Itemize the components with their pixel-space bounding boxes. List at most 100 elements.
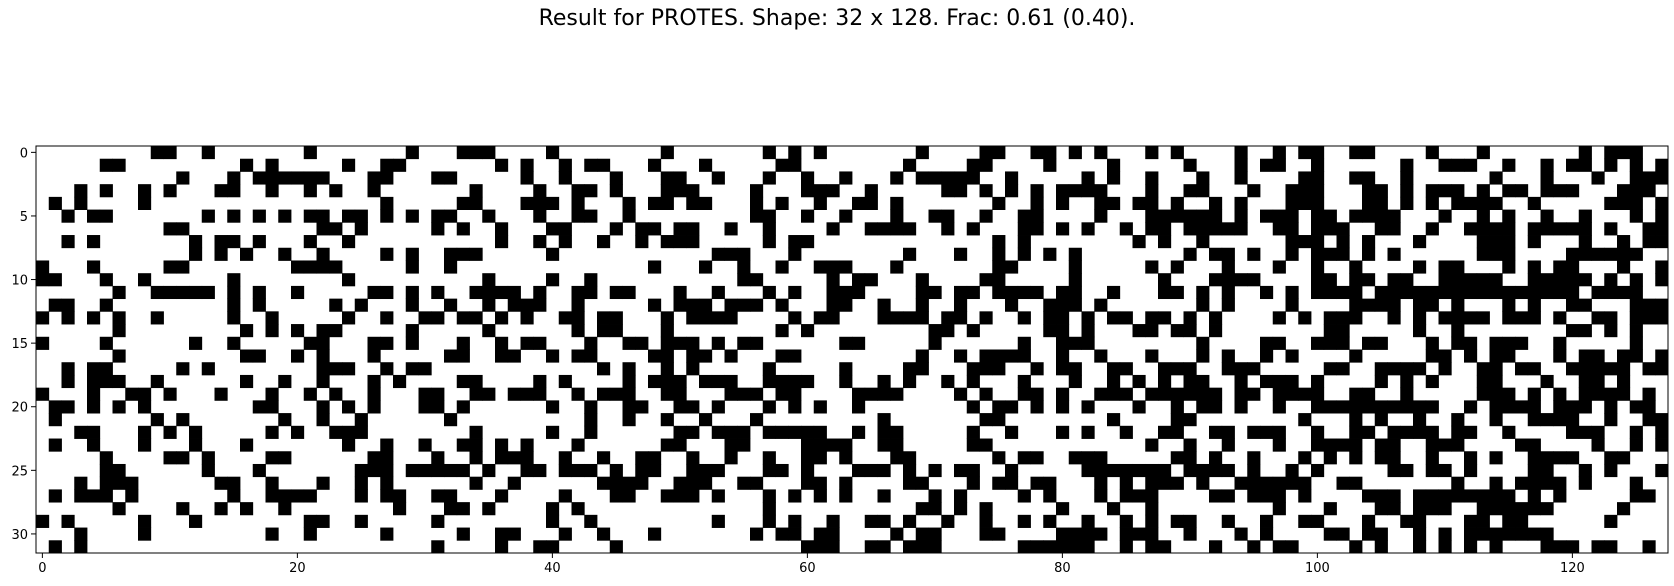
heatmap-cell (482, 285, 496, 300)
heatmap-cell (686, 362, 700, 376)
heatmap-cell (762, 362, 776, 376)
heatmap-cell (48, 438, 62, 452)
heatmap-cell (788, 374, 802, 389)
heatmap-cell (99, 184, 113, 198)
heatmap-cell (393, 374, 407, 389)
heatmap-cell (1323, 400, 1337, 414)
heatmap-cell (1425, 425, 1439, 439)
heatmap-cell (1030, 146, 1044, 160)
heatmap-cell (405, 285, 419, 300)
heatmap-cell (635, 222, 649, 236)
heatmap-cell (1464, 336, 1478, 350)
heatmap-cell (1234, 387, 1248, 401)
heatmap-cell (1489, 285, 1503, 300)
heatmap-cell (380, 336, 394, 350)
heatmap-cell (456, 502, 470, 516)
heatmap-cell (444, 260, 458, 274)
heatmap-cell (1349, 311, 1363, 325)
heatmap-cell (1119, 540, 1133, 554)
heatmap-cell (979, 273, 993, 287)
heatmap-cell (1502, 311, 1516, 325)
heatmap-cell (1247, 425, 1261, 439)
heatmap-cell (1005, 463, 1019, 478)
heatmap-cell (1017, 222, 1031, 236)
heatmap-cell (941, 209, 955, 223)
heatmap-cell (1566, 451, 1580, 465)
heatmap-cell (1068, 298, 1082, 312)
heatmap-cell (1489, 451, 1503, 465)
heatmap-cell (495, 527, 509, 541)
heatmap-cell (1438, 489, 1452, 503)
heatmap-cell (1311, 222, 1325, 236)
heatmap-cell (826, 311, 840, 325)
heatmap-cell (405, 247, 419, 261)
heatmap-cell (813, 540, 827, 554)
heatmap-cell (775, 260, 789, 274)
heatmap-cell (303, 260, 317, 274)
heatmap-cell (1642, 235, 1656, 249)
heatmap-cell (469, 247, 483, 261)
heatmap-cell (724, 349, 738, 363)
heatmap-cell (112, 324, 126, 338)
heatmap-cell (750, 298, 764, 312)
heatmap-cell (546, 540, 560, 554)
heatmap-cell (699, 374, 713, 389)
heatmap-cell (1527, 502, 1541, 516)
heatmap-cell (1387, 209, 1401, 223)
heatmap-cell (214, 235, 228, 249)
heatmap-cell (74, 196, 88, 210)
heatmap-cell (1464, 222, 1478, 236)
heatmap-cell (558, 311, 572, 325)
heatmap-cell (686, 349, 700, 363)
heatmap-cell (1527, 451, 1541, 465)
heatmap-cell (1502, 222, 1516, 236)
heatmap-cell (1629, 196, 1643, 210)
heatmap-cell (762, 489, 776, 503)
heatmap-cell (291, 425, 305, 439)
heatmap-cell (724, 438, 738, 452)
heatmap-cell (928, 463, 942, 478)
heatmap-cell (992, 285, 1006, 300)
heatmap-cell (1553, 260, 1567, 274)
heatmap-cell (329, 222, 343, 236)
heatmap-cell (1260, 349, 1274, 363)
heatmap-cell (1604, 540, 1618, 554)
heatmap-cell (941, 311, 955, 325)
heatmap-cell (597, 324, 611, 338)
heatmap-cell (1362, 146, 1376, 160)
heatmap-cell (584, 158, 598, 172)
heatmap-cell (520, 451, 534, 465)
heatmap-cell (1349, 146, 1363, 160)
heatmap-cell (1374, 336, 1388, 350)
heatmap-cell (125, 476, 139, 490)
heatmap-cell (444, 502, 458, 516)
heatmap-cell (699, 463, 713, 478)
heatmap-cell (520, 298, 534, 312)
heatmap-cell (316, 209, 330, 223)
heatmap-cell (890, 260, 904, 274)
heatmap-cell (584, 400, 598, 414)
heatmap-cell (788, 247, 802, 261)
heatmap-cell (660, 349, 674, 363)
heatmap-cell (1094, 196, 1108, 210)
heatmap-cell (597, 158, 611, 172)
heatmap-cell (1578, 222, 1592, 236)
heatmap-cell (699, 311, 713, 325)
heatmap-cell (1413, 514, 1427, 528)
heatmap-cell (1298, 387, 1312, 401)
heatmap-cell (1362, 400, 1376, 414)
heatmap-cell (189, 336, 203, 350)
heatmap-cell (495, 336, 509, 350)
heatmap-cell (788, 425, 802, 439)
heatmap-cell (1617, 235, 1631, 249)
heatmap-cell (1336, 362, 1350, 376)
heatmap-cell (546, 196, 560, 210)
heatmap-cell (775, 387, 789, 401)
heatmap-cell (1451, 196, 1465, 210)
heatmap-cell (1209, 222, 1223, 236)
heatmap-cell (533, 298, 547, 312)
heatmap-cell (890, 438, 904, 452)
heatmap-cell (609, 387, 623, 401)
heatmap-cell (673, 222, 687, 236)
heatmap-cell (303, 527, 317, 541)
